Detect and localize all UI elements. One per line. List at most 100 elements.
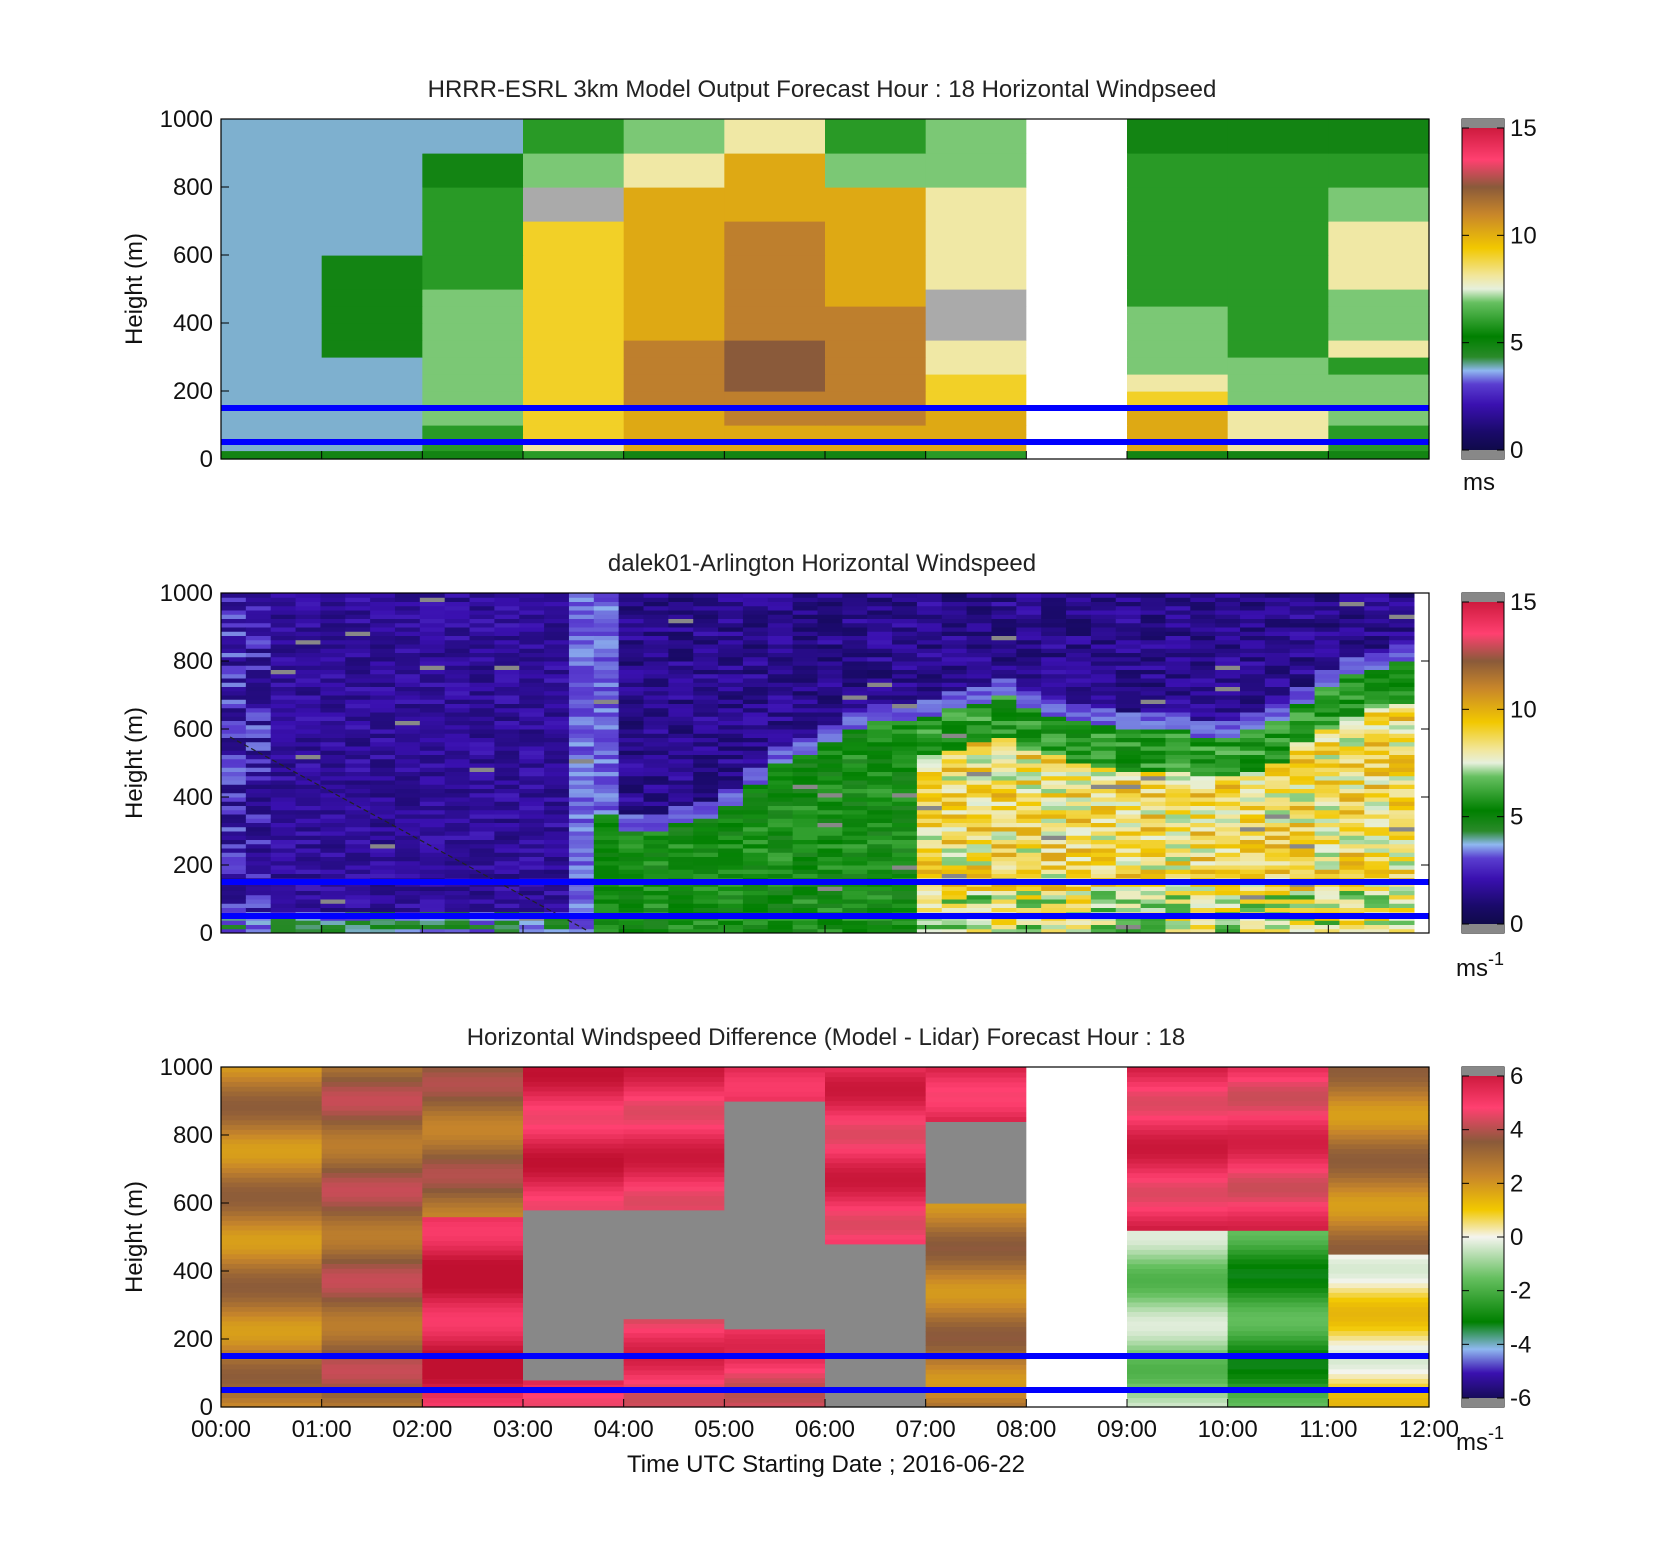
heatmap-cell	[966, 797, 992, 802]
heatmap-cell	[1041, 690, 1067, 696]
heatmap-cell	[966, 865, 992, 870]
heatmap-cell	[1339, 809, 1365, 815]
heatmap-cell	[792, 899, 818, 904]
y-axis-label-lidar: Height (m)	[121, 707, 148, 819]
heatmap-cell	[245, 678, 272, 683]
heatmap-cell	[1328, 1153, 1430, 1159]
heatmap-cell	[270, 737, 297, 743]
heatmap-cell	[444, 669, 471, 675]
heatmap-cell	[1115, 860, 1142, 866]
heatmap-cell	[767, 652, 794, 658]
heatmap-cell	[1041, 856, 1067, 862]
heatmap-cell	[422, 1292, 524, 1299]
heatmap-cell	[693, 809, 719, 815]
heatmap-cell	[1339, 763, 1365, 768]
heatmap-cell	[643, 797, 669, 802]
heatmap-cell	[825, 1239, 927, 1245]
heatmap-cell	[422, 1129, 524, 1136]
heatmap-cell	[394, 767, 421, 772]
heatmap-cell	[370, 903, 396, 908]
heatmap-cell	[519, 907, 545, 913]
heatmap-cell	[1127, 1086, 1229, 1092]
heatmap-cell	[544, 618, 570, 624]
heatmap-cell	[1339, 673, 1365, 679]
heatmap-cell	[1389, 665, 1415, 670]
heatmap-cell	[1190, 809, 1216, 815]
heatmap-cell	[221, 1181, 323, 1188]
heatmap-cell	[643, 835, 669, 840]
heatmap-cell	[523, 425, 625, 435]
heatmap-cell	[1314, 720, 1340, 726]
heatmap-cell	[742, 673, 769, 679]
heatmap-cell	[1127, 1124, 1229, 1130]
heatmap-cell	[444, 771, 471, 777]
heatmap-cell	[1041, 763, 1067, 768]
heatmap-cell	[1339, 826, 1365, 832]
heatmap-cell	[623, 374, 725, 392]
heatmap-cell	[767, 661, 794, 666]
heatmap-cell	[941, 678, 968, 683]
heatmap-cell	[966, 618, 992, 624]
heatmap-cell	[1328, 1124, 1430, 1130]
y-tick-label: 400	[173, 1258, 213, 1285]
heatmap-cell	[1328, 1297, 1430, 1303]
heatmap-cell	[1165, 809, 1191, 815]
heatmap-cell	[544, 767, 570, 772]
heatmap-cell	[1227, 1067, 1329, 1073]
heatmap-cell	[817, 720, 843, 726]
heatmap-cell	[718, 639, 744, 645]
heatmap-cell	[1389, 822, 1415, 828]
heatmap-cell	[469, 716, 495, 721]
heatmap-cell	[1289, 724, 1316, 730]
heatmap-cell	[842, 733, 868, 738]
heatmap-cell	[1339, 682, 1365, 687]
heatmap-cell	[320, 920, 346, 925]
heatmap-cell	[618, 801, 645, 806]
heatmap-cell	[1127, 1100, 1229, 1106]
heatmap-cell	[1190, 661, 1216, 666]
heatmap-cell	[966, 656, 992, 662]
heatmap-cell	[1339, 805, 1365, 811]
heatmap-cell	[724, 1067, 826, 1073]
heatmap-cell	[991, 843, 1017, 849]
heatmap-cell	[519, 928, 545, 934]
heatmap-cell	[618, 635, 645, 641]
heatmap-cell	[419, 826, 446, 832]
heatmap-cell	[419, 656, 446, 662]
heatmap-cell	[1240, 805, 1266, 811]
y-tick-label: 800	[173, 648, 213, 675]
heatmap-cell	[1364, 865, 1390, 870]
heatmap-cell	[792, 605, 818, 611]
heatmap-cell	[593, 635, 620, 641]
heatmap-cell	[842, 873, 868, 879]
heatmap-cell	[643, 703, 669, 709]
heatmap-cell	[742, 894, 769, 900]
heatmap-cell	[623, 357, 725, 375]
heatmap-cell	[925, 1345, 1027, 1351]
heatmap-cell	[1264, 652, 1291, 658]
heatmap-cell	[422, 1226, 524, 1232]
heatmap-cell	[1389, 720, 1415, 726]
heatmap-cell	[643, 818, 669, 823]
heatmap-cell	[1090, 788, 1117, 794]
heatmap-cell	[1127, 408, 1229, 426]
heatmap-cell	[966, 788, 992, 794]
heatmap-cell	[494, 826, 520, 832]
heatmap-cell	[1016, 712, 1042, 717]
heatmap-cell	[419, 873, 446, 879]
heatmap-cell	[991, 826, 1017, 832]
heatmap-cell	[544, 665, 570, 670]
heatmap-cell	[245, 788, 272, 794]
heatmap-cell	[320, 741, 346, 747]
heatmap-cell	[270, 924, 297, 930]
heatmap-cell	[991, 597, 1017, 602]
heatmap-cell	[1339, 886, 1365, 891]
heatmap-cell	[623, 1369, 725, 1376]
heatmap-cell	[469, 826, 495, 832]
heatmap-cell	[593, 784, 620, 789]
heatmap-cell	[370, 809, 396, 815]
heatmap-cell	[668, 695, 694, 700]
heatmap-cell	[345, 763, 371, 768]
heatmap-cell	[1264, 899, 1291, 904]
heatmap-cell	[1016, 741, 1042, 747]
